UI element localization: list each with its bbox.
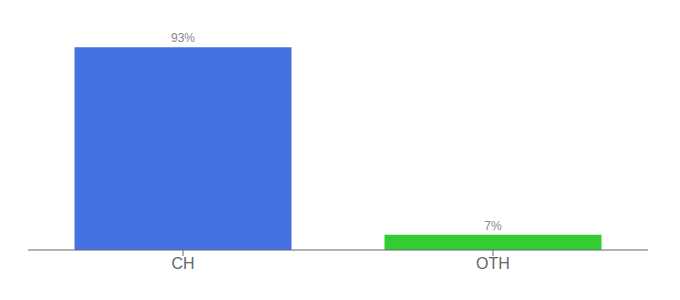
svg-text:93%: 93% (171, 31, 195, 45)
svg-text:OTH: OTH (476, 255, 510, 272)
svg-text:7%: 7% (484, 219, 502, 233)
svg-text:CH: CH (171, 255, 194, 272)
